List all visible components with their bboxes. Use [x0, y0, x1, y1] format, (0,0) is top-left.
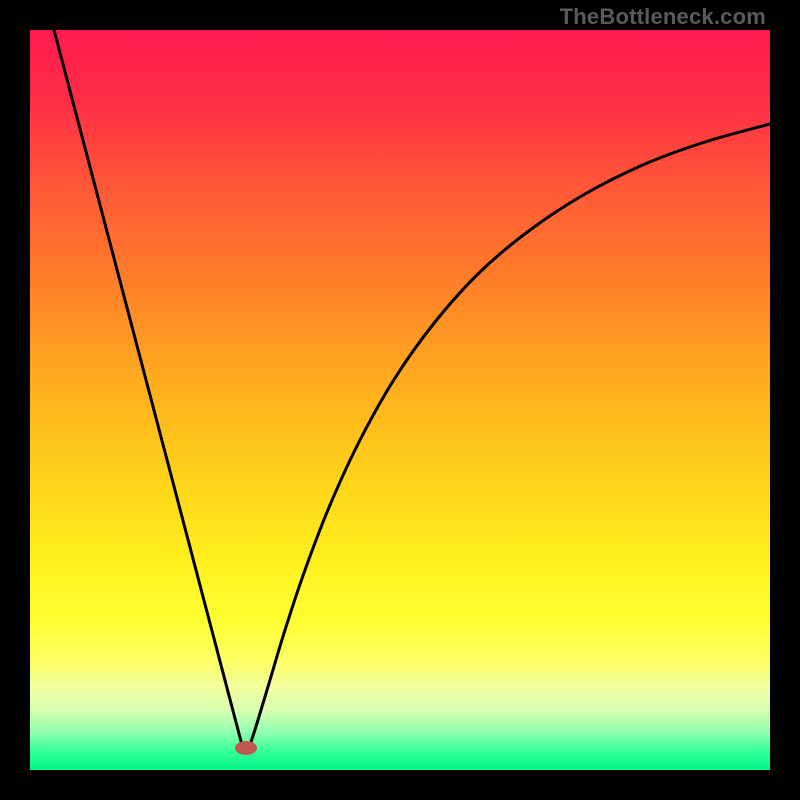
- curve-right-branch: [250, 124, 770, 745]
- chart-border-left: [0, 0, 30, 800]
- chart-frame: TheBottleneck.com: [0, 0, 800, 800]
- plot-area: [30, 30, 770, 770]
- curve-left-branch: [54, 30, 242, 745]
- minimum-marker: [235, 741, 257, 755]
- bottleneck-curve: [30, 30, 770, 770]
- chart-border-bottom: [0, 770, 800, 800]
- chart-border-right: [770, 0, 800, 800]
- watermark-text: TheBottleneck.com: [560, 4, 766, 30]
